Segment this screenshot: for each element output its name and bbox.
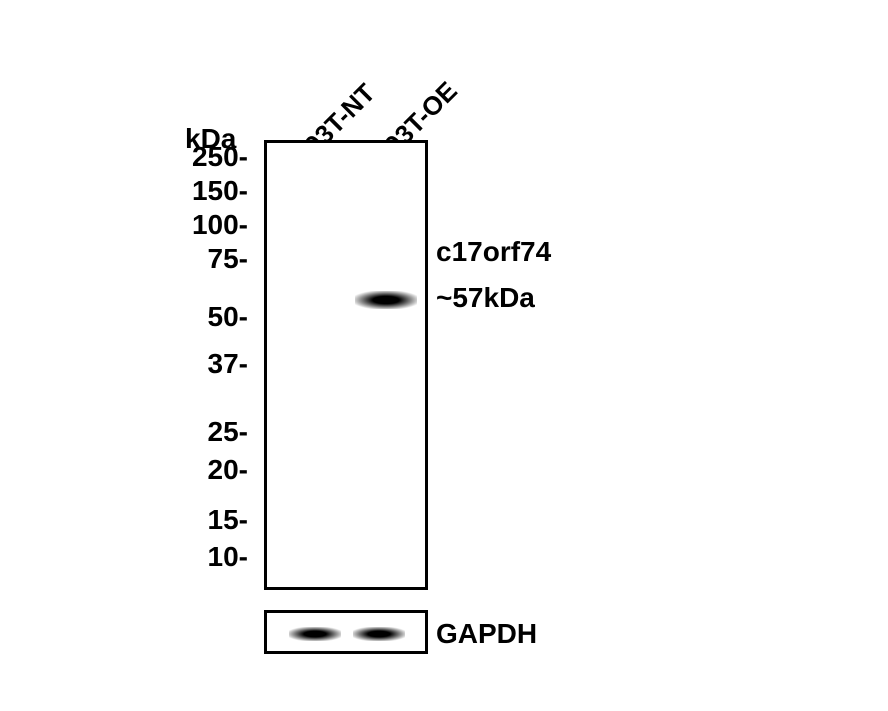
mw-75: 75- xyxy=(208,243,248,275)
band-gapdh-nt xyxy=(289,627,341,641)
main-blot-frame xyxy=(264,140,428,590)
mw-150: 150- xyxy=(192,175,248,207)
band-c17orf74-oe xyxy=(355,291,417,309)
protein-name-label: c17orf74 xyxy=(436,236,551,268)
mw-250: 250- xyxy=(192,141,248,173)
mw-100: 100- xyxy=(192,209,248,241)
mw-10: 10- xyxy=(208,541,248,573)
western-blot-figure: 293T-NT 293T-OE kDa 250- 150- 100- 75- 5… xyxy=(0,0,888,711)
gapdh-blot-frame xyxy=(264,610,428,654)
band-gapdh-oe xyxy=(353,627,405,641)
apparent-mw-label: ~57kDa xyxy=(436,282,535,314)
gapdh-label: GAPDH xyxy=(436,618,537,650)
mw-20: 20- xyxy=(208,454,248,486)
mw-37: 37- xyxy=(208,348,248,380)
mw-25: 25- xyxy=(208,416,248,448)
mw-50: 50- xyxy=(208,301,248,333)
mw-15: 15- xyxy=(208,504,248,536)
